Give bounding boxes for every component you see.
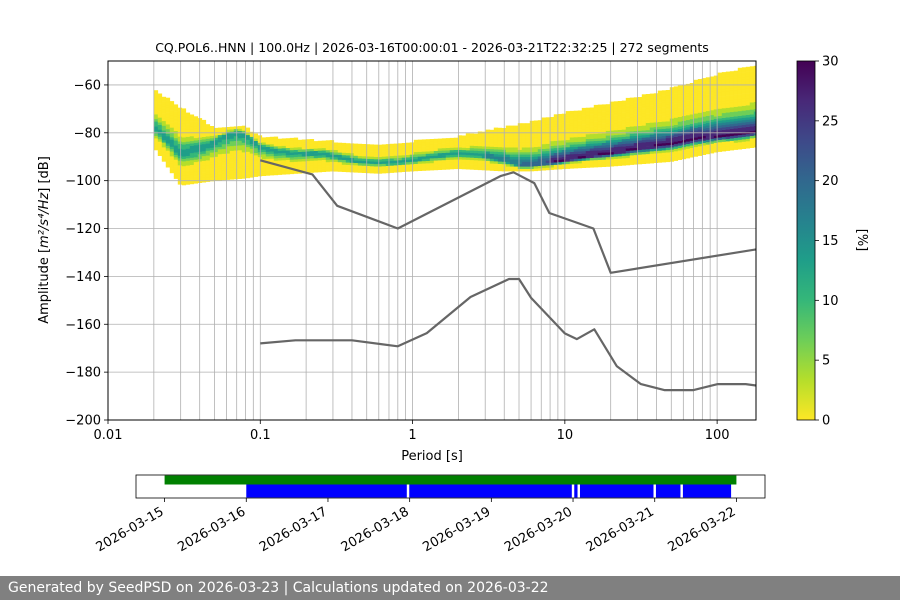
data-availability-bar bbox=[655, 484, 681, 498]
data-availability-bar bbox=[246, 484, 407, 498]
psd-heatmap bbox=[153, 65, 756, 186]
psd-figure: CQ.POL6..HNN | 100.0Hz | 2026-03-16T00:0… bbox=[37, 40, 869, 555]
y-tick-label: −60 bbox=[74, 78, 101, 93]
y-axis-label: Amplitude [m²/s⁴/Hz] [dB] bbox=[37, 156, 52, 324]
colorbar-tick-label: 30 bbox=[822, 55, 839, 70]
colorbar-tick-label: 25 bbox=[822, 114, 839, 129]
colorbar-tick-label: 0 bbox=[822, 414, 830, 429]
date-tick-label: 2026-03-17 bbox=[257, 504, 330, 555]
y-axis-ticks: −200 −180 −160 −140 −120 −100 −80 −60 bbox=[65, 78, 108, 429]
colorbar-label: [%] bbox=[854, 229, 869, 252]
date-tick-label: 2026-03-18 bbox=[339, 504, 412, 555]
date-tick-label: 2026-03-19 bbox=[420, 504, 493, 555]
y-axis-label-suffix: ] [dB] bbox=[37, 156, 52, 193]
x-tick-label: 0.1 bbox=[250, 428, 271, 443]
x-axis-label: Period [s] bbox=[401, 449, 463, 464]
date-tick-label: 2026-03-15 bbox=[94, 504, 167, 555]
x-tick-label: 100 bbox=[705, 428, 730, 443]
x-axis-ticks: 0.01 0.1 1 10 100 bbox=[94, 420, 730, 443]
date-tick-label: 2026-03-21 bbox=[584, 504, 657, 555]
data-availability-bar bbox=[409, 484, 572, 498]
footer: Generated by SeedPSD on 2026-03-23 | Cal… bbox=[0, 576, 900, 600]
y-tick-label: −140 bbox=[65, 270, 101, 285]
x-tick-label: 0.01 bbox=[94, 428, 123, 443]
y-tick-label: −180 bbox=[65, 366, 101, 381]
requested-span-bar bbox=[164, 475, 737, 485]
reference-curve-nhnm bbox=[260, 159, 756, 274]
colorbar-tick-label: 5 bbox=[822, 354, 830, 369]
reference-noise-models bbox=[260, 159, 756, 392]
y-tick-label: −120 bbox=[65, 222, 101, 237]
date-tick-label: 2026-03-22 bbox=[665, 504, 738, 555]
colorbar-tick-label: 15 bbox=[822, 234, 839, 249]
x-tick-label: 10 bbox=[557, 428, 574, 443]
y-tick-label: −200 bbox=[65, 414, 101, 429]
x-tick-label: 1 bbox=[408, 428, 416, 443]
y-tick-label: −80 bbox=[74, 126, 101, 141]
data-availability-bar bbox=[579, 484, 654, 498]
y-axis-label-prefix: Amplitude [ bbox=[37, 248, 52, 324]
plot-frame bbox=[107, 60, 757, 421]
date-tick-label: 2026-03-16 bbox=[175, 504, 248, 555]
colorbar-ticks: 0 5 10 15 20 25 30 bbox=[815, 55, 839, 429]
data-availability-bar bbox=[574, 484, 578, 498]
y-tick-label: −160 bbox=[65, 318, 101, 333]
colorbar-tick-label: 10 bbox=[822, 294, 839, 309]
y-tick-label: −100 bbox=[65, 174, 101, 189]
reference-curve-nlnm bbox=[260, 277, 756, 392]
colorbar bbox=[796, 60, 816, 421]
data-availability-bar bbox=[682, 484, 732, 498]
colorbar-tick-label: 20 bbox=[822, 174, 839, 189]
y-axis-label-math: m²/s⁴/Hz bbox=[37, 192, 52, 248]
date-tick-label: 2026-03-20 bbox=[502, 504, 575, 555]
chart-title: CQ.POL6..HNN | 100.0Hz | 2026-03-16T00:0… bbox=[155, 40, 709, 55]
data-availability-timeline: 2026-03-15 2026-03-16 2026-03-17 2026-03-18… bbox=[94, 474, 766, 555]
